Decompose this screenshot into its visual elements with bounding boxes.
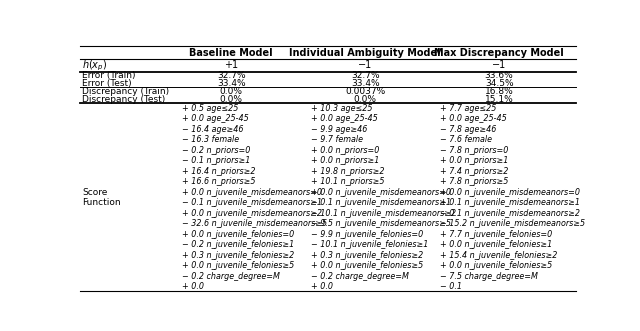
Text: − 0.1 n_juvenile_misdemeanors≥1: − 0.1 n_juvenile_misdemeanors≥1 bbox=[310, 198, 451, 207]
Text: Discrepancy (Test): Discrepancy (Test) bbox=[83, 95, 166, 104]
Text: Discrepancy (Train): Discrepancy (Train) bbox=[83, 87, 170, 96]
Text: −1: −1 bbox=[492, 61, 506, 71]
Text: Individual Ambiguity Model: Individual Ambiguity Model bbox=[289, 48, 441, 58]
Text: + 0.5 age≤25: + 0.5 age≤25 bbox=[182, 104, 238, 113]
Text: 34.5%: 34.5% bbox=[485, 79, 513, 88]
Text: − 0.1 n_juvenile_misdemeanors≥2: − 0.1 n_juvenile_misdemeanors≥2 bbox=[440, 209, 580, 218]
Text: 33.6%: 33.6% bbox=[484, 71, 513, 80]
Text: 32.7%: 32.7% bbox=[351, 71, 380, 80]
Text: 0.0%: 0.0% bbox=[220, 95, 243, 104]
Text: 0.0037%: 0.0037% bbox=[345, 87, 385, 96]
Text: + 0.0 n_priors≥1: + 0.0 n_priors≥1 bbox=[440, 156, 508, 166]
Text: − 10.1 n_juvenile_felonies≥1: − 10.1 n_juvenile_felonies≥1 bbox=[310, 240, 428, 249]
Text: + 0.0 n_juvenile_felonies≥1: + 0.0 n_juvenile_felonies≥1 bbox=[440, 240, 552, 249]
Text: Error (Train): Error (Train) bbox=[83, 71, 136, 80]
Text: + 0.0 n_juvenile_felonies≥5: + 0.0 n_juvenile_felonies≥5 bbox=[440, 261, 552, 270]
Text: − 0.2 n_priors=0: − 0.2 n_priors=0 bbox=[182, 146, 250, 155]
Text: + 10.3 age≤25: + 10.3 age≤25 bbox=[310, 104, 372, 113]
Text: + 7.4 n_priors≥2: + 7.4 n_priors≥2 bbox=[440, 167, 508, 176]
Text: − 32.6 n_juvenile_misdemeanors≥5: − 32.6 n_juvenile_misdemeanors≥5 bbox=[182, 219, 327, 228]
Text: + 0.0 n_juvenile_felonies≥5: + 0.0 n_juvenile_felonies≥5 bbox=[182, 261, 294, 270]
Text: + 0.0 n_juvenile_felonies≥5: + 0.0 n_juvenile_felonies≥5 bbox=[310, 261, 423, 270]
Text: − 7.5 charge_degree=M: − 7.5 charge_degree=M bbox=[440, 272, 538, 281]
Text: − 15.2 n_juvenile_misdemeanors≥5: − 15.2 n_juvenile_misdemeanors≥5 bbox=[440, 219, 585, 228]
Text: − 0.1 n_priors≥1: − 0.1 n_priors≥1 bbox=[182, 156, 250, 166]
Text: + 19.8 n_priors≥2: + 19.8 n_priors≥2 bbox=[310, 167, 384, 176]
Text: 0.0%: 0.0% bbox=[220, 87, 243, 96]
Text: + 0.0 n_juvenile_felonies=0: + 0.0 n_juvenile_felonies=0 bbox=[182, 230, 294, 239]
Text: +1: +1 bbox=[224, 61, 238, 71]
Text: + 0.0 n_juvenile_misdemeanors=0: + 0.0 n_juvenile_misdemeanors=0 bbox=[310, 188, 451, 197]
Text: + 0.0 n_priors≥1: + 0.0 n_priors≥1 bbox=[310, 156, 379, 166]
Text: 16.8%: 16.8% bbox=[484, 87, 513, 96]
Text: + 0.3 n_juvenile_felonies≥2: + 0.3 n_juvenile_felonies≥2 bbox=[182, 251, 294, 260]
Text: + 0.3 n_juvenile_felonies≥2: + 0.3 n_juvenile_felonies≥2 bbox=[310, 251, 423, 260]
Text: + 0.0 age_25-45: + 0.0 age_25-45 bbox=[182, 115, 248, 123]
Text: − 0.2 n_juvenile_felonies≥1: − 0.2 n_juvenile_felonies≥1 bbox=[182, 240, 294, 249]
Text: + 0.1 n_juvenile_misdemeanors≥1: + 0.1 n_juvenile_misdemeanors≥1 bbox=[440, 198, 580, 207]
Text: − 7.8 n_priors=0: − 7.8 n_priors=0 bbox=[440, 146, 508, 155]
Text: + 0.0 n_juvenile_misdemeanors≥2: + 0.0 n_juvenile_misdemeanors≥2 bbox=[182, 209, 322, 218]
Text: − 9.9 n_juvenile_felonies=0: − 9.9 n_juvenile_felonies=0 bbox=[310, 230, 423, 239]
Text: + 7.7 age≤25: + 7.7 age≤25 bbox=[440, 104, 496, 113]
Text: + 0.0: + 0.0 bbox=[310, 282, 333, 291]
Text: Max Discrepancy Model: Max Discrepancy Model bbox=[435, 48, 564, 58]
Text: + 7.8 n_priors≥5: + 7.8 n_priors≥5 bbox=[440, 177, 508, 186]
Text: $h(\mathit{x}_p)$: $h(\mathit{x}_p)$ bbox=[83, 58, 108, 73]
Text: + 0.0: + 0.0 bbox=[182, 282, 204, 291]
Text: + 15.4 n_juvenile_felonies≥2: + 15.4 n_juvenile_felonies≥2 bbox=[440, 251, 557, 260]
Text: − 9.5 n_juvenile_misdemeanors≥5: − 9.5 n_juvenile_misdemeanors≥5 bbox=[310, 219, 451, 228]
Text: + 10.1 n_priors≥5: + 10.1 n_priors≥5 bbox=[310, 177, 384, 186]
Text: − 16.4 age≥46: − 16.4 age≥46 bbox=[182, 125, 243, 134]
Text: − 0.2 charge_degree=M: − 0.2 charge_degree=M bbox=[182, 272, 280, 281]
Text: + 16.4 n_priors≥2: + 16.4 n_priors≥2 bbox=[182, 167, 255, 176]
Text: − 0.1: − 0.1 bbox=[440, 282, 461, 291]
Text: − 0.1 n_juvenile_misdemeanors≥1: − 0.1 n_juvenile_misdemeanors≥1 bbox=[182, 198, 322, 207]
Text: + 0.0 n_juvenile_misdemeanors=0: + 0.0 n_juvenile_misdemeanors=0 bbox=[440, 188, 580, 197]
Text: − 7.8 age≥46: − 7.8 age≥46 bbox=[440, 125, 496, 134]
Text: − 0.2 charge_degree=M: − 0.2 charge_degree=M bbox=[310, 272, 408, 281]
Text: 15.1%: 15.1% bbox=[484, 95, 513, 104]
Text: Score
Function: Score Function bbox=[83, 188, 121, 207]
Text: + 0.0 age_25-45: + 0.0 age_25-45 bbox=[310, 115, 378, 123]
Text: − 9.9 age≥46: − 9.9 age≥46 bbox=[310, 125, 367, 134]
Text: −1: −1 bbox=[358, 61, 372, 71]
Text: + 7.7 n_juvenile_felonies=0: + 7.7 n_juvenile_felonies=0 bbox=[440, 230, 552, 239]
Text: − 9.7 female: − 9.7 female bbox=[310, 135, 363, 144]
Text: − 7.6 female: − 7.6 female bbox=[440, 135, 492, 144]
Text: 33.4%: 33.4% bbox=[351, 79, 380, 88]
Text: + 0.0 n_priors=0: + 0.0 n_priors=0 bbox=[310, 146, 379, 155]
Text: Baseline Model: Baseline Model bbox=[189, 48, 273, 58]
Text: 32.7%: 32.7% bbox=[217, 71, 246, 80]
Text: + 16.6 n_priors≥5: + 16.6 n_priors≥5 bbox=[182, 177, 255, 186]
Text: − 10.1 n_juvenile_misdemeanors≥2: − 10.1 n_juvenile_misdemeanors≥2 bbox=[310, 209, 456, 218]
Text: Error (Test): Error (Test) bbox=[83, 79, 132, 88]
Text: 0.0%: 0.0% bbox=[354, 95, 377, 104]
Text: − 16.3 female: − 16.3 female bbox=[182, 135, 239, 144]
Text: + 0.0 age_25-45: + 0.0 age_25-45 bbox=[440, 115, 506, 123]
Text: + 0.0 n_juvenile_misdemeanors=0: + 0.0 n_juvenile_misdemeanors=0 bbox=[182, 188, 322, 197]
Text: 33.4%: 33.4% bbox=[217, 79, 246, 88]
